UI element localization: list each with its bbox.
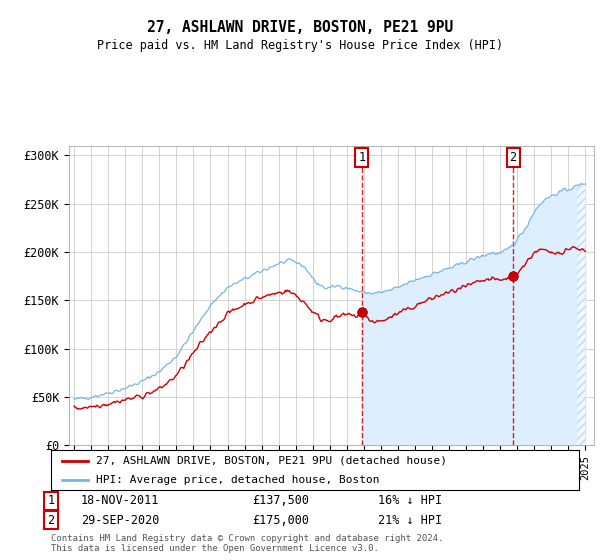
Text: HPI: Average price, detached house, Boston: HPI: Average price, detached house, Bost… <box>96 475 379 485</box>
Text: 29-SEP-2020: 29-SEP-2020 <box>81 514 160 526</box>
Text: 27, ASHLAWN DRIVE, BOSTON, PE21 9PU (detached house): 27, ASHLAWN DRIVE, BOSTON, PE21 9PU (det… <box>96 456 447 465</box>
Text: 18-NOV-2011: 18-NOV-2011 <box>81 494 160 507</box>
Text: 16% ↓ HPI: 16% ↓ HPI <box>378 494 442 507</box>
Text: Contains HM Land Registry data © Crown copyright and database right 2024.
This d: Contains HM Land Registry data © Crown c… <box>51 534 443 553</box>
Text: 1: 1 <box>47 494 55 507</box>
Text: 2: 2 <box>47 514 55 526</box>
Text: 1: 1 <box>358 151 365 164</box>
Text: 2: 2 <box>509 151 517 164</box>
Text: £175,000: £175,000 <box>252 514 309 526</box>
Text: Price paid vs. HM Land Registry's House Price Index (HPI): Price paid vs. HM Land Registry's House … <box>97 39 503 52</box>
Text: 21% ↓ HPI: 21% ↓ HPI <box>378 514 442 526</box>
Text: £137,500: £137,500 <box>252 494 309 507</box>
Text: 27, ASHLAWN DRIVE, BOSTON, PE21 9PU: 27, ASHLAWN DRIVE, BOSTON, PE21 9PU <box>147 20 453 35</box>
